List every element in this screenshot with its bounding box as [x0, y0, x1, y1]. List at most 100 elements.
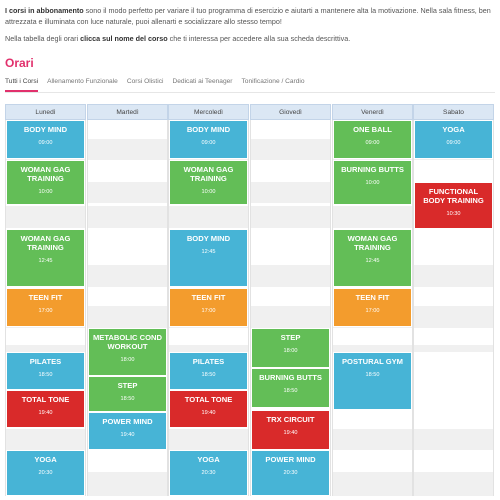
class-block[interactable]: TRX CIRCUIT 19:40	[251, 410, 330, 450]
intro-paragraph-2: Nella tabella degli orari clicca sul nom…	[5, 34, 495, 45]
column-border	[168, 120, 249, 496]
day-header: Martedì	[87, 104, 168, 120]
row-band	[5, 206, 86, 228]
intro-p2-start: Nella tabella degli orari	[5, 34, 81, 43]
class-name: YOGA	[34, 455, 57, 464]
row-band	[168, 429, 249, 450]
class-name: METABOLIC COND WORKOUT	[92, 333, 163, 351]
class-block[interactable]: WOMAN GAG TRAINING 10:00	[6, 160, 85, 205]
class-time: 09:00	[446, 140, 461, 146]
class-block[interactable]: TEEN FIT 17:00	[333, 288, 412, 327]
row-band	[87, 265, 168, 287]
class-name: TOTAL TONE	[184, 395, 233, 404]
tab-holistic[interactable]: Corsi Olistici	[126, 78, 164, 85]
day-header: Sabato	[413, 104, 494, 120]
class-block[interactable]: ONE BALL 09:00	[333, 120, 412, 159]
class-time: 20:30	[201, 470, 216, 476]
tab-all[interactable]: Tutti i Corsi	[5, 78, 39, 92]
day-column: Martedì METABOLIC COND WORKOUT 18:00 STEP 18…	[87, 104, 168, 496]
row-band	[332, 345, 413, 352]
row-band	[5, 345, 86, 352]
class-block[interactable]: YOGA 09:00	[414, 120, 493, 159]
class-block[interactable]: YOGA 20:30	[169, 450, 248, 496]
column-border	[332, 120, 413, 496]
class-name: BURNING BUTTS	[259, 373, 322, 382]
class-time: 10:30	[446, 211, 461, 217]
class-time: 18:50	[365, 372, 380, 378]
class-block[interactable]: PILATES 18:50	[169, 352, 248, 390]
class-name: TRX CIRCUIT	[266, 415, 315, 424]
class-block[interactable]: PILATES 18:50	[6, 352, 85, 390]
row-band	[413, 429, 494, 450]
schedule-grid: Lunedì BODY MIND 09:00 WOMAN GAG TRAINING 10…	[5, 104, 494, 496]
class-name: PILATES	[192, 357, 225, 366]
class-time: 18:50	[38, 372, 53, 378]
row-band	[87, 206, 168, 228]
class-block[interactable]: TEEN FIT 17:00	[6, 288, 85, 327]
intro-rest: sono il modo perfetto per variare il tuo…	[5, 6, 491, 26]
tab-toning-cardio[interactable]: Tonificazione / Cardio	[241, 78, 305, 85]
class-time: 12:45	[201, 249, 216, 255]
row-band	[87, 306, 168, 328]
column-border	[87, 120, 168, 496]
class-name: BODY MIND	[23, 125, 68, 134]
class-name: YOGA	[197, 455, 220, 464]
row-band	[413, 306, 494, 328]
class-name: BODY MIND	[186, 125, 231, 134]
class-name: STEP	[280, 333, 301, 342]
class-block[interactable]: FUNCTIONAL BODY TRAINING 10:30	[414, 182, 493, 229]
class-block[interactable]: BODY MIND 09:00	[169, 120, 248, 159]
class-name: TEEN FIT	[355, 293, 390, 302]
class-block[interactable]: WOMAN GAG TRAINING 12:45	[6, 229, 85, 287]
class-block[interactable]: POSTURAL GYM 18:50	[333, 352, 412, 410]
section-heading: Orari	[5, 56, 34, 70]
class-name: POWER MIND	[265, 455, 316, 464]
day-column: Giovedì STEP 18:00 BURNING BUTTS 18:50 TRX CI…	[250, 104, 331, 496]
class-name: POWER MIND	[102, 417, 153, 426]
class-block[interactable]: TOTAL TONE 19:40	[169, 390, 248, 428]
class-time: 19:40	[120, 432, 135, 438]
row-band	[413, 265, 494, 287]
class-block[interactable]: BURNING BUTTS 10:00	[333, 160, 412, 205]
tab-functional[interactable]: Allenamento Funzionale	[47, 78, 118, 85]
column-border	[413, 120, 494, 496]
class-time: 18:00	[120, 357, 135, 363]
row-band	[250, 306, 331, 328]
class-block[interactable]: WOMAN GAG TRAINING 10:00	[169, 160, 248, 205]
class-name: WOMAN GAG TRAINING	[347, 234, 398, 252]
class-block[interactable]: YOGA 20:30	[6, 450, 85, 496]
class-block[interactable]: TOTAL TONE 19:40	[6, 390, 85, 428]
row-band	[87, 139, 168, 160]
day-column: Venerdì ONE BALL 09:00 BURNING BUTTS 10:00 WO…	[332, 104, 413, 496]
class-time: 20:30	[38, 470, 53, 476]
class-time: 18:00	[283, 348, 298, 354]
row-band	[332, 472, 413, 496]
class-name: TOTAL TONE	[21, 395, 70, 404]
tab-teen[interactable]: Dedicati ai Teenager	[172, 78, 233, 85]
class-time: 12:45	[365, 258, 380, 264]
class-block[interactable]: BODY MIND 12:45	[169, 229, 248, 287]
class-time: 10:00	[365, 180, 380, 186]
class-time: 17:00	[38, 308, 53, 314]
class-time: 20:30	[283, 470, 298, 476]
class-block[interactable]: STEP 18:00	[251, 328, 330, 368]
class-block[interactable]: POWER MIND 19:40	[88, 412, 167, 450]
day-header: Mercoledì	[168, 104, 249, 120]
tabs-divider	[5, 92, 495, 93]
class-time: 19:40	[201, 410, 216, 416]
class-block[interactable]: STEP 18:50	[88, 376, 167, 412]
row-band	[332, 429, 413, 450]
class-name: BURNING BUTTS	[341, 165, 404, 174]
class-block[interactable]: WOMAN GAG TRAINING 12:45	[333, 229, 412, 287]
class-block[interactable]: BURNING BUTTS 18:50	[251, 368, 330, 408]
intro-bold: I corsi in abbonamento	[5, 6, 84, 15]
class-block[interactable]: METABOLIC COND WORKOUT 18:00	[88, 328, 167, 376]
class-block[interactable]: TEEN FIT 17:00	[169, 288, 248, 327]
day-column: Mercoledì BODY MIND 09:00 WOMAN GAG TRAININ…	[168, 104, 249, 496]
class-time: 19:40	[38, 410, 53, 416]
class-block[interactable]: BODY MIND 09:00	[6, 120, 85, 159]
day-column: Sabato YOGA 09:00 FUNCTIONAL BODY TRAINING 1…	[413, 104, 494, 496]
class-block[interactable]: POWER MIND 20:30	[251, 450, 330, 496]
class-name: TEEN FIT	[191, 293, 226, 302]
row-band	[168, 206, 249, 228]
